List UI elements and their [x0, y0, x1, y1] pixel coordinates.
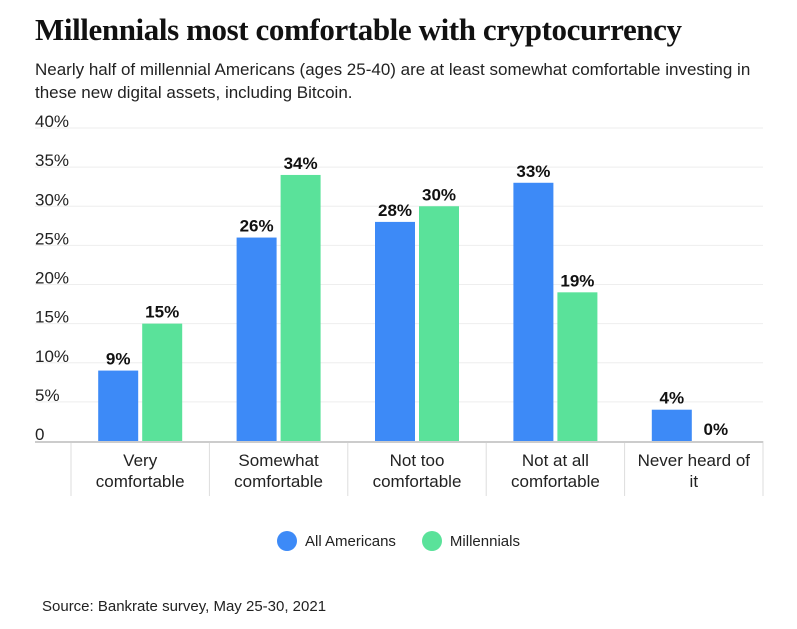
legend-item-all-americans: All Americans	[277, 531, 396, 551]
category-label: Not too	[390, 451, 445, 470]
data-label: 26%	[240, 217, 274, 236]
bar	[557, 292, 598, 441]
category-label: comfortable	[511, 472, 600, 491]
legend: All Americans Millennials	[0, 531, 797, 551]
data-label: 19%	[560, 271, 594, 290]
y-tick-label: 25%	[35, 229, 69, 248]
bar	[236, 237, 277, 441]
y-tick-label: 0	[35, 425, 44, 444]
legend-label: Millennials	[449, 532, 520, 550]
data-label: 30%	[422, 185, 456, 204]
chart-title: Millennials most comfortable with crypto…	[35, 12, 682, 47]
y-tick-label: 5%	[35, 386, 60, 405]
y-tick-label: 40%	[35, 112, 69, 131]
bar	[98, 370, 139, 441]
chart-subtitle: Nearly half of millennial Americans (age…	[35, 60, 751, 102]
data-label: 15%	[145, 303, 179, 322]
category-label: Not at all	[522, 451, 589, 470]
legend-item-millennials: Millennials	[421, 531, 520, 551]
category-label: comfortable	[96, 472, 185, 491]
y-tick-label: 15%	[35, 308, 69, 327]
y-tick-label: 10%	[35, 347, 69, 366]
category-label: Somewhat	[238, 451, 319, 470]
y-tick-label: 30%	[35, 190, 69, 209]
y-tick-label: 35%	[35, 151, 69, 170]
data-label: 4%	[660, 389, 685, 408]
data-label: 0%	[704, 420, 729, 439]
bar	[375, 221, 415, 441]
category-label: comfortable	[234, 472, 323, 491]
data-label: 34%	[284, 154, 318, 173]
category-label: it	[690, 472, 699, 491]
category-label: Never heard of	[638, 451, 751, 470]
y-tick-label: 20%	[35, 269, 69, 288]
bar	[651, 409, 692, 441]
category-label: Very	[123, 451, 158, 470]
data-label: 33%	[516, 162, 550, 181]
bar-chart: 0 5% 10% 15% 20% 25% 30% 35% 40% 9% 15% Very comfort…	[35, 112, 764, 496]
legend-swatch	[421, 531, 442, 551]
bar	[280, 174, 321, 441]
bar	[513, 182, 554, 441]
legend-swatch	[277, 531, 298, 551]
data-label: 9%	[106, 350, 131, 369]
legend-label: All Americans	[305, 532, 396, 550]
source-note: Source: Bankrate survey, May 25-30, 2021	[42, 598, 327, 615]
bar	[419, 206, 459, 441]
bar	[142, 323, 183, 441]
data-label: 28%	[378, 201, 412, 220]
category-label: comfortable	[373, 472, 462, 491]
